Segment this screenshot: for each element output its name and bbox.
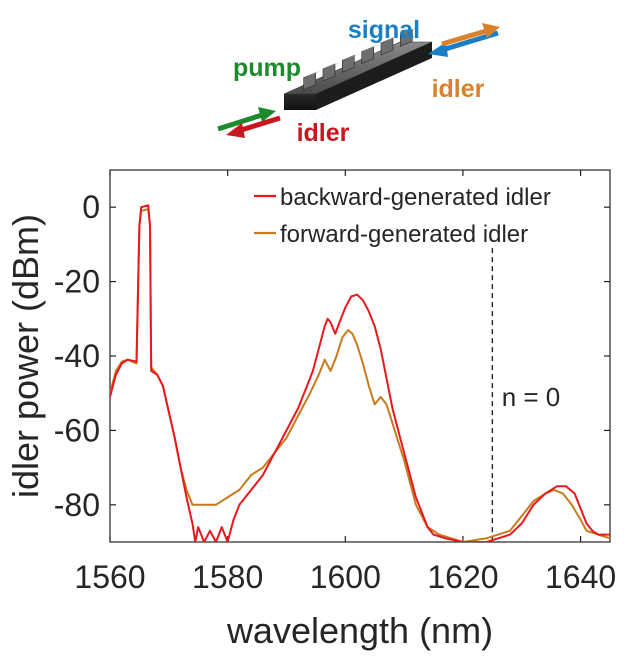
y-tick-label: -60 — [54, 412, 100, 448]
pump-label: pump — [233, 54, 301, 82]
signal-arrow-icon — [428, 23, 500, 57]
y-tick-label: -80 — [54, 487, 100, 523]
legend-label: backward-generated idler — [280, 184, 551, 211]
waveguide-tooth-top — [400, 27, 419, 35]
legend-label: forward-generated idler — [280, 221, 528, 248]
signal-label: signal — [348, 16, 420, 44]
series-line-backward-generated — [110, 204, 610, 542]
waveguide-tooth-top — [342, 53, 361, 61]
y-tick-label: -20 — [54, 264, 100, 300]
waveguide-tooth-top — [381, 36, 399, 43]
legend: backward-generated idler forward-generate… — [254, 184, 551, 248]
idler-forward-label: idler — [432, 75, 485, 103]
waveguide-tooth-top — [361, 44, 380, 52]
waveguide-tooth-top — [323, 62, 341, 69]
waveguide-tooth-top — [303, 70, 322, 78]
x-tick-label: 1560 — [74, 559, 145, 595]
x-tick-label: 1600 — [310, 559, 381, 595]
pump-arrow-icon — [217, 107, 281, 138]
x-axis-label: wavelength (nm) — [226, 610, 493, 651]
y-axis-label: idler power (dBm) — [5, 214, 46, 498]
waveguide-inset: signal pump idler idler — [217, 16, 500, 147]
y-tick-label: 0 — [82, 189, 100, 225]
y-tick-label: -40 — [54, 338, 100, 374]
n0-annotation: n = 0 — [502, 382, 561, 412]
x-tick-label: 1580 — [192, 559, 263, 595]
waveguide-icon — [283, 27, 433, 110]
x-tick-label: 1620 — [427, 559, 498, 595]
idler-backward-label: idler — [297, 119, 350, 147]
x-tick-label: 1640 — [545, 559, 616, 595]
